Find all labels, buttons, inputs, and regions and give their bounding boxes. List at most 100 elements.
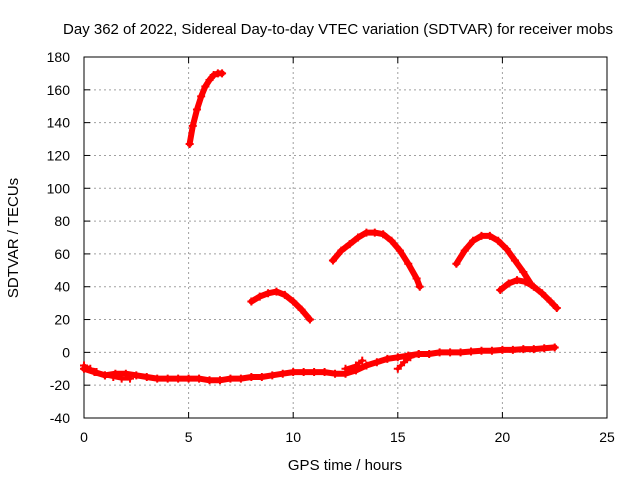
data-point (546, 297, 555, 306)
data-point (494, 236, 503, 245)
data-point (257, 372, 266, 381)
data-point (205, 376, 214, 385)
data-point (550, 343, 559, 352)
data-point (80, 361, 88, 370)
data-point (86, 364, 95, 373)
data-point (126, 374, 135, 383)
y-axis-label: SDTVAR / TECUs (5, 178, 22, 298)
data-point (209, 71, 218, 80)
data-point (195, 374, 204, 383)
data-point (538, 289, 547, 298)
data-point (205, 75, 214, 84)
data-point (247, 372, 256, 381)
y-tick-label: 120 (47, 147, 71, 163)
data-point (255, 292, 264, 301)
grid-lines (84, 57, 607, 418)
y-tick-label: 100 (47, 180, 71, 196)
data-point (529, 282, 538, 291)
series-arc-midday (328, 228, 424, 291)
x-tick-labels: 0 5 10 15 20 25 (80, 429, 615, 445)
data-point (153, 374, 162, 383)
data-point (485, 231, 494, 240)
series-arc-late-start (393, 350, 423, 373)
data-point (469, 236, 478, 245)
y-tick-label: 20 (54, 312, 70, 328)
x-tick-label: 20 (495, 429, 511, 445)
data-point (540, 344, 549, 353)
data-point (393, 364, 402, 373)
data-point (264, 289, 273, 298)
y-tick-label: -20 (50, 377, 70, 393)
data-point (351, 361, 360, 370)
data-point (521, 277, 530, 286)
axis-ticks (83, 56, 608, 419)
data-point (372, 358, 381, 367)
data-point (305, 315, 314, 324)
data-point (185, 139, 194, 148)
data-point (331, 369, 340, 378)
data-point (92, 368, 101, 377)
series-arc-baseline (80, 343, 559, 385)
data-point (289, 297, 298, 306)
x-tick-label: 15 (390, 429, 406, 445)
data-point (519, 267, 528, 276)
data-point (201, 82, 210, 91)
data-point (452, 259, 461, 268)
series-line (453, 232, 535, 289)
data-point (477, 231, 486, 240)
y-tick-label: -40 (50, 410, 70, 426)
data-point (387, 236, 396, 245)
series-layer (80, 69, 561, 385)
data-point (320, 368, 329, 377)
data-point (502, 244, 511, 253)
series-line (81, 344, 558, 384)
data-point (425, 350, 434, 359)
data-point (337, 246, 346, 255)
series-arc-late (496, 276, 561, 313)
data-point (184, 374, 193, 383)
data-point (487, 346, 496, 355)
series-arc-mid-overlap (341, 356, 367, 373)
y-tick-label: 40 (54, 279, 70, 295)
data-point (383, 354, 392, 363)
data-point (362, 228, 371, 237)
data-point (218, 69, 227, 78)
data-point (358, 356, 367, 365)
data-point (467, 347, 476, 356)
data-point (272, 287, 281, 296)
data-point (299, 368, 308, 377)
data-point (400, 358, 409, 367)
data-point (412, 274, 421, 283)
data-point (529, 345, 538, 354)
y-tick-labels: -40 -20 0 20 40 60 80 100 120 140 160 180 (47, 49, 71, 426)
data-point (496, 286, 505, 295)
series-line (395, 352, 421, 371)
series-line (329, 229, 423, 290)
data-point (393, 353, 402, 362)
data-point (504, 279, 513, 288)
data-point (109, 372, 118, 381)
series-arc-high-peak (185, 69, 227, 148)
x-axis-label: GPS time / hours (288, 457, 402, 474)
data-point (236, 374, 245, 383)
data-point (247, 297, 256, 306)
data-point (460, 246, 469, 255)
data-point (435, 348, 444, 357)
data-point (117, 374, 126, 383)
data-point (510, 256, 519, 265)
series-arc-morning (247, 287, 314, 324)
y-tick-label: 140 (47, 115, 71, 131)
data-point (215, 376, 224, 385)
series-arc-low-start (80, 361, 135, 383)
y-tick-label: 160 (47, 82, 71, 98)
x-tick-label: 5 (185, 429, 193, 445)
data-point (415, 282, 424, 291)
data-point (142, 372, 151, 381)
data-point (362, 361, 371, 370)
data-point (498, 345, 507, 354)
data-point (132, 371, 141, 380)
y-tick-label: 0 (62, 344, 70, 360)
data-point (163, 374, 172, 383)
data-point (328, 256, 337, 265)
